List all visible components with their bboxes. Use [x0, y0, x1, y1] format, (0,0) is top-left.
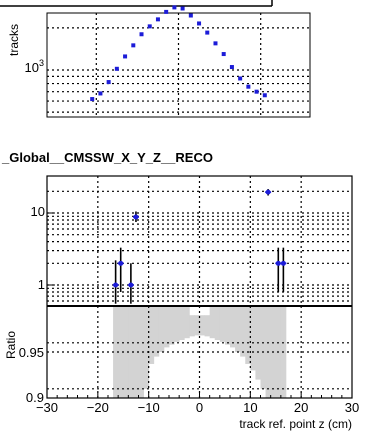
top-y-axis-label: tracks: [7, 24, 21, 56]
ratio-band-bin: [153, 306, 160, 357]
ratio-band-bin: [163, 306, 170, 348]
ratio-band-bin: [204, 315, 211, 337]
ratio-band-bin: [138, 306, 144, 398]
top-data-point: [188, 13, 193, 18]
ratio-band-bin: [194, 315, 200, 336]
top-data-point: [131, 43, 136, 48]
ratio-band-bin: [189, 315, 195, 337]
ratio-band-bin: [230, 306, 236, 348]
middle-data-point: [265, 189, 271, 195]
ratio-y-tick-label-095: 0.95: [19, 345, 44, 360]
x-tick-label: −10: [138, 400, 160, 415]
ratio-band-bin: [199, 315, 205, 336]
ratio-y-tick-label-09: 0.9: [26, 390, 44, 405]
middle-y-tick-label-1: 1: [38, 277, 45, 292]
ratio-band-bin: [209, 306, 216, 339]
top-y-tick-label: 103: [25, 58, 44, 75]
top-data-point: [262, 93, 267, 98]
ratio-band-bin: [184, 306, 190, 339]
lower-block-frame: [46, 175, 353, 399]
x-tick-label: −20: [87, 400, 109, 415]
top-data-point: [98, 91, 103, 96]
ratio-band-bin: [123, 306, 129, 398]
top-data-point: [246, 84, 251, 89]
top-data-point: [221, 52, 226, 57]
top-data-point: [205, 30, 210, 35]
top-series: [90, 5, 267, 102]
top-data-point: [106, 80, 111, 85]
ratio-band-bin: [174, 306, 180, 342]
section-title: _Global__CMSSW_X_Y_Z__RECO: [1, 150, 213, 165]
ratio-band-bin: [214, 306, 221, 341]
middle-grid: [47, 176, 352, 306]
x-tick-label: 0: [196, 400, 203, 415]
middle-panel: 10 1: [31, 176, 352, 306]
x-tick-label: 20: [294, 400, 308, 415]
top-data-point: [229, 65, 234, 70]
middle-data-point: [113, 282, 119, 288]
ratio-band-bin: [250, 306, 256, 371]
ratio-band-bin: [179, 306, 185, 341]
ratio-y-axis-label: Ratio: [4, 331, 18, 359]
top-data-point: [213, 41, 218, 46]
ratio-band-bin: [240, 306, 246, 357]
ratio-band-bin: [245, 306, 251, 364]
top-data-point: [139, 32, 144, 37]
ratio-band-bin: [133, 306, 139, 398]
ratio-band-bin: [260, 306, 266, 389]
top-data-point: [164, 9, 169, 14]
middle-data-point: [118, 260, 124, 266]
ratio-band-bin: [235, 306, 241, 352]
x-tick-label: −30: [36, 400, 58, 415]
middle-data-point: [280, 260, 286, 266]
top-grid: [47, 13, 310, 117]
middle-series: [112, 189, 287, 304]
ratio-band-bin: [143, 306, 150, 389]
ratio-band-bin: [219, 306, 226, 342]
ratio-panel: Ratio 0.95 0.9 −30 −20 −10 0 10 20 30 track re…: [4, 306, 359, 431]
ratio-band-bin: [128, 306, 134, 398]
x-tick-label: 10: [243, 400, 257, 415]
top-data-point: [172, 5, 177, 10]
top-data-point: [180, 6, 185, 11]
x-tick-labels: −30 −20 −10 0 10 20 30: [36, 392, 359, 415]
ratio-band-bin: [148, 306, 155, 364]
top-data-point: [155, 17, 160, 22]
top-data-point: [197, 21, 202, 26]
ratio-band-bin: [224, 306, 231, 345]
middle-data-point: [128, 282, 134, 288]
ratio-band-bin: [118, 306, 124, 398]
middle-y-tick-label-10: 10: [31, 204, 45, 219]
ratio-band-bin: [158, 306, 165, 352]
middle-data-point: [133, 214, 139, 220]
top-frame: [46, 12, 311, 118]
top-panel: tracks 103: [0, 0, 311, 118]
x-axis-label: track ref. point z (cm): [239, 417, 352, 431]
top-data-point: [254, 89, 259, 94]
top-data-point: [123, 54, 128, 59]
middle-data-point: [275, 260, 281, 266]
ratio-band-bin: [113, 306, 119, 398]
top-data-point: [90, 97, 95, 102]
top-data-point: [114, 66, 119, 71]
top-data-point: [147, 24, 152, 29]
ratio-band-bin: [169, 306, 175, 345]
x-tick-label: 30: [345, 400, 359, 415]
top-data-point: [238, 76, 243, 81]
ratio-grid: [47, 306, 352, 398]
